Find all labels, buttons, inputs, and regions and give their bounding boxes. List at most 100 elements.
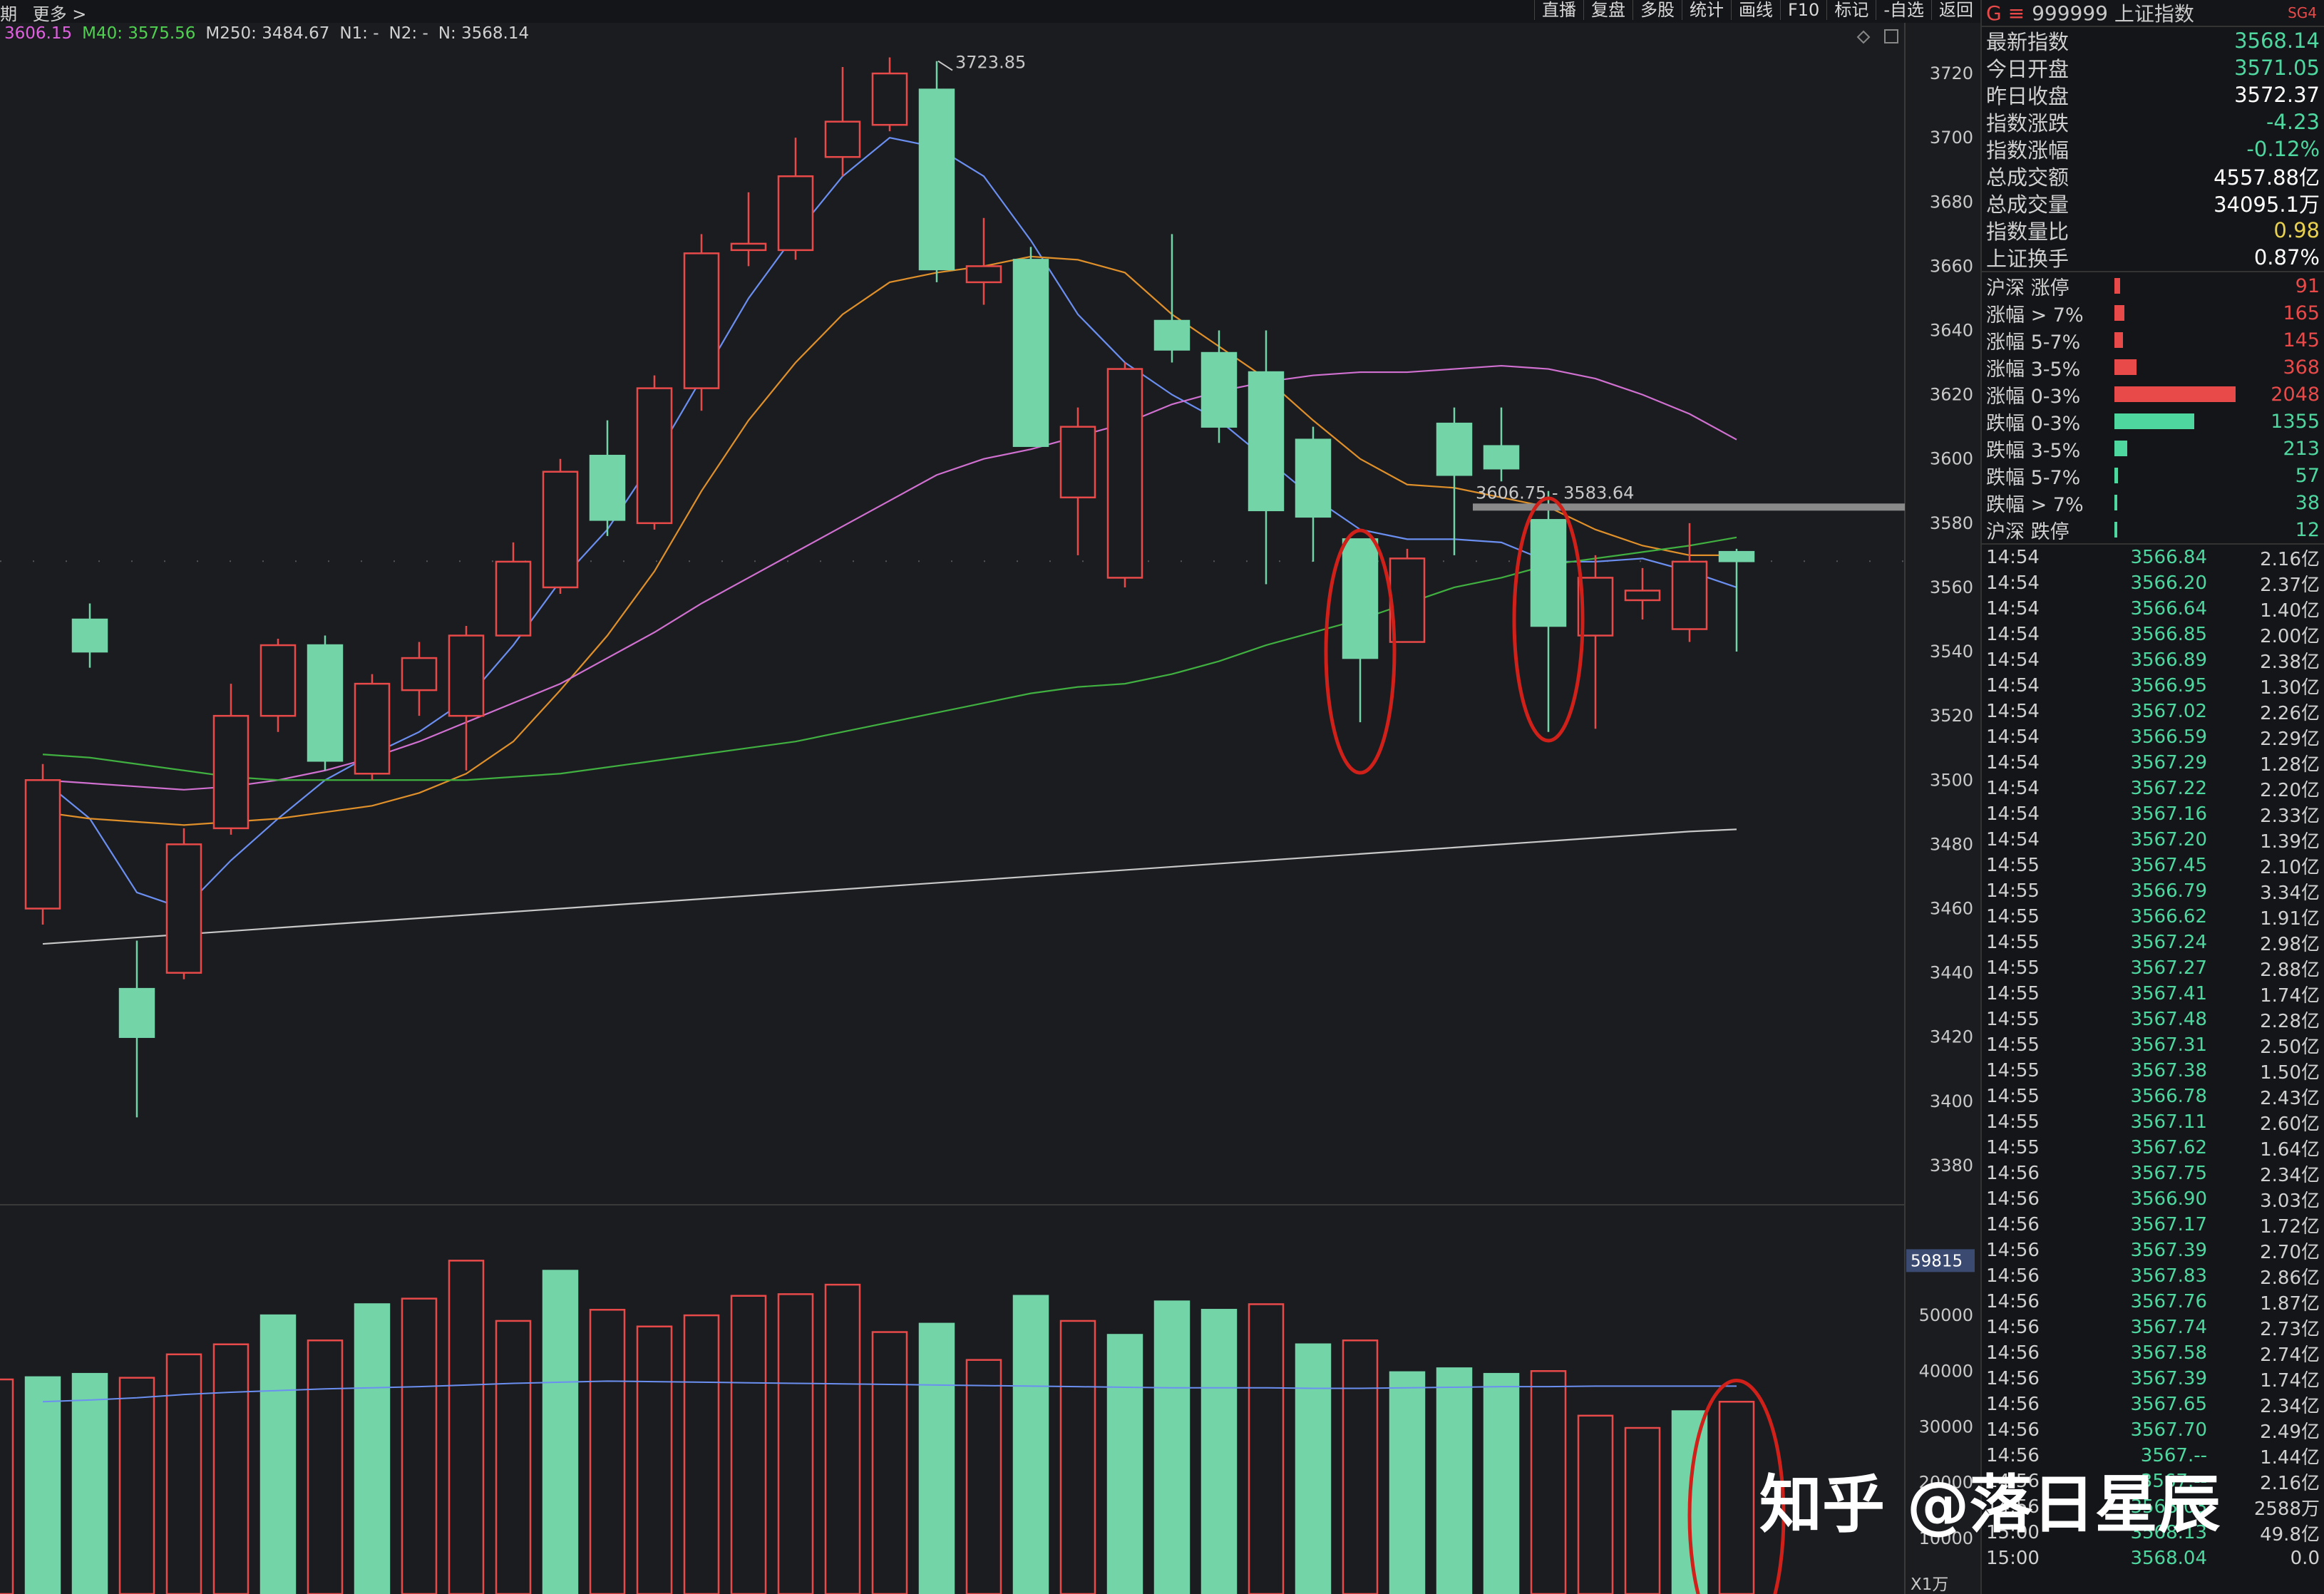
tick-price: 3567.39: [2130, 1240, 2207, 1261]
tick-volume: 2.50亿: [2260, 1036, 2320, 1058]
tick-time: 14:56: [1986, 1240, 2040, 1261]
toolbar-stats[interactable]: 统计: [1681, 0, 1731, 20]
tick-time: 14:55: [1986, 932, 2040, 953]
tick-row: 14:54 3566.85 2.00亿: [1982, 622, 2324, 647]
breadth-bar: [2114, 413, 2195, 429]
candle-body: [1342, 538, 1379, 659]
candle-body: [1012, 259, 1049, 447]
volume-bar: [1248, 1303, 1285, 1594]
breadth-row: 涨幅 > 7% 165: [1982, 299, 2324, 326]
ma-legend-item: N: 3568.14: [438, 24, 530, 43]
breadth-row: 跌幅 5-7% 57: [1982, 462, 2324, 489]
toolbar-f10[interactable]: F10: [1779, 0, 1826, 20]
tick-volume: 2.98亿: [2260, 933, 2320, 955]
tick-time: 14:54: [1986, 547, 2040, 568]
breadth-row: 涨幅 0-3% 2048: [1982, 381, 2324, 408]
tick-row: 14:54 3566.95 1.30亿: [1982, 673, 2324, 699]
tick-price: 3568.04: [2130, 1548, 2207, 1569]
tick-volume: 1.40亿: [2260, 600, 2320, 622]
tick-volume: 2.49亿: [2260, 1421, 2320, 1443]
period-menu[interactable]: 期: [0, 4, 17, 24]
breadth-bar: [2114, 468, 2118, 483]
tick-price: 3567.74: [2130, 1317, 2207, 1338]
toolbar-draw[interactable]: 画线: [1730, 0, 1780, 20]
tick-time: 14:55: [1986, 1111, 2040, 1133]
panel-prefix[interactable]: G ≡: [1986, 1, 2025, 25]
watermark: 知乎 @落日星辰: [1759, 1468, 2221, 1541]
ma-line-ma_d: [42, 536, 1737, 781]
tick-row: 15:00 3568.04 0.0: [1982, 1546, 2324, 1571]
quote-row: 昨日收盘 3572.37: [1982, 81, 2324, 108]
toolbar: 直播 复盘 多股 统计 画线 F10 标记 -自选 返回: [1533, 0, 1980, 20]
volume-tick-label: 30000: [1919, 1416, 1973, 1436]
price-tick-label: 3420: [1930, 1027, 1973, 1047]
tick-price: 3567.83: [2130, 1265, 2207, 1287]
tick-price: 3567.11: [2130, 1111, 2207, 1133]
tick-price: 3567.41: [2130, 983, 2207, 1004]
candle-body: [1671, 560, 1708, 630]
ma-legend-item: N2: -: [389, 24, 428, 43]
volume-bar: [259, 1314, 297, 1594]
toolbar-back[interactable]: 返回: [1931, 0, 1980, 20]
panel-title: G ≡ 999999 上证指数 SG4: [1982, 0, 2324, 27]
tick-price: 3568.13: [2130, 1522, 2207, 1543]
quote-row: 指数涨幅 -0.12%: [1982, 135, 2324, 163]
tick-price: 3567.62: [2130, 1137, 2207, 1158]
ma-legend-item: 3606.15: [4, 24, 73, 43]
breadth-row: 跌幅 0-3% 1355: [1982, 408, 2324, 435]
candle-body: [542, 471, 579, 589]
tick-row: 14:55 3567.31 2.50亿: [1982, 1032, 2324, 1058]
candle-body: [165, 843, 202, 974]
tick-volume: 2.38亿: [2260, 651, 2320, 673]
volume-bar: [307, 1340, 344, 1594]
tick-volume: 2.16亿: [2260, 548, 2320, 570]
tick-row: 14:56 3567.70 2.49亿: [1982, 1417, 2324, 1443]
tick-row: 15:00 3568.13 49.8亿: [1982, 1520, 2324, 1546]
tick-volume: 2.28亿: [2260, 1010, 2320, 1032]
breadth-bar: [2114, 495, 2117, 510]
volume-bar: [1718, 1401, 1755, 1594]
ma-legend-item: N1: -: [339, 24, 379, 43]
breadth-bar: [2114, 305, 2124, 321]
tick-price: 3567.20: [2130, 829, 2207, 850]
breadth-count: 165: [2283, 302, 2320, 324]
toolbar-watchlist[interactable]: -自选: [1876, 0, 1931, 20]
candle-body: [24, 779, 61, 910]
breadth-label: 涨幅 3-5%: [1986, 358, 2081, 381]
tick-volume: 1.72亿: [2260, 1215, 2320, 1238]
toolbar-multi[interactable]: 多股: [1632, 0, 1682, 20]
tick-price: 3566.79: [2130, 880, 2207, 902]
candle-body: [1153, 319, 1191, 351]
tick-list[interactable]: 14:54 3566.84 2.16亿 14:54 3566.20 2.37亿 14:54 3…: [1982, 545, 2324, 1571]
price-tick-label: 3620: [1930, 385, 1973, 405]
tick-time: 14:56: [1986, 1445, 2040, 1466]
tick-row: 14:56 3567.75 2.34亿: [1982, 1161, 2324, 1186]
tick-volume: 1.50亿: [2260, 1061, 2320, 1084]
index-name: 上证指数: [2114, 2, 2194, 26]
volume-bar: [1200, 1309, 1238, 1594]
candle-body: [589, 454, 626, 521]
toolbar-mark[interactable]: 标记: [1826, 0, 1876, 20]
tick-row: 14:55 3567.38 1.50亿: [1982, 1058, 2324, 1084]
volume-unit-label: X1万: [1911, 1575, 1948, 1594]
toolbar-live[interactable]: 直播: [1533, 0, 1583, 20]
candle-body: [495, 560, 532, 637]
price-tick-label: 3500: [1930, 770, 1973, 790]
quote-label: 上证换手: [1986, 247, 2070, 271]
tick-row: 14:54 3567.02 2.26亿: [1982, 699, 2324, 724]
tick-row: 14:54 3566.59 2.29亿: [1982, 724, 2324, 750]
candle-body: [212, 714, 250, 830]
volume-average-line: [42, 1380, 1737, 1403]
breadth-bar: [2114, 522, 2117, 538]
toolbar-replay[interactable]: 复盘: [1583, 0, 1633, 20]
tick-volume: 2.20亿: [2260, 779, 2320, 801]
candle-body: [259, 644, 297, 717]
tick-row: 14:54 3567.29 1.28亿: [1982, 750, 2324, 776]
candle-body: [1718, 550, 1755, 562]
tick-volume: 3.34亿: [2260, 882, 2320, 904]
price-tick-label: 3480: [1930, 834, 1973, 854]
breadth-bar: [2114, 386, 2236, 402]
breadth-label: 涨幅 > 7%: [1986, 304, 2084, 326]
more-menu[interactable]: 更多 >: [32, 4, 87, 24]
